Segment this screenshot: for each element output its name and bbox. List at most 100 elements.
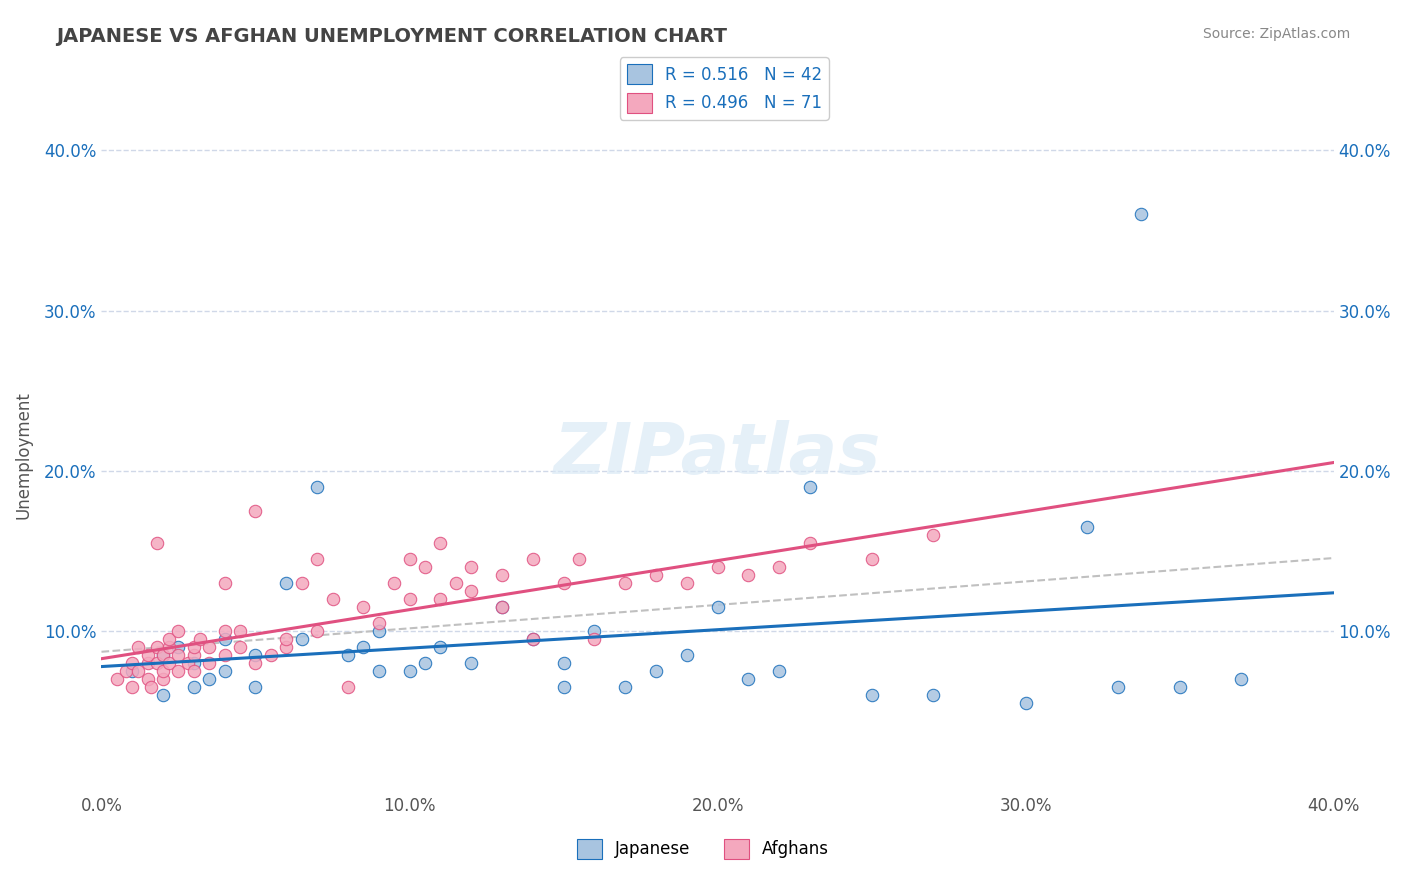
Point [922,689,945,703]
Point [177,657,200,671]
Point [645,665,668,679]
Legend: Japanese, Afghans: Japanese, Afghans [571,832,835,866]
Point [737,673,759,687]
Point [737,568,759,582]
Point [229,624,252,639]
Point [614,681,637,695]
Point [276,640,298,655]
Point [553,576,575,591]
Point [276,632,298,647]
Point [121,657,143,671]
Point [336,648,359,663]
Point [167,665,190,679]
Point [768,560,790,574]
Point [157,632,180,647]
Point [157,657,180,671]
Point [183,681,205,695]
Text: JAPANESE VS AFGHAN UNEMPLOYMENT CORRELATION CHART: JAPANESE VS AFGHAN UNEMPLOYMENT CORRELAT… [56,27,727,45]
Point [321,592,343,607]
Point [491,600,513,615]
Point [553,681,575,695]
Point [152,665,174,679]
Point [167,624,190,639]
Point [245,504,267,518]
Point [522,632,544,647]
Point [429,592,451,607]
Point [152,673,174,687]
Point [614,576,637,591]
Point [413,657,436,671]
Y-axis label: Unemployment: Unemployment [15,391,32,519]
Point [413,560,436,574]
Point [768,665,790,679]
Point [367,624,389,639]
Point [307,624,329,639]
Point [860,689,883,703]
Point [398,665,420,679]
Point [214,576,236,591]
Point [429,536,451,550]
Point [367,665,389,679]
Point [553,657,575,671]
Point [127,640,149,655]
Point [352,600,374,615]
Point [706,560,728,574]
Point [146,640,169,655]
Point [307,552,329,566]
Point [183,665,205,679]
Point [1107,681,1129,695]
Text: Source: ZipAtlas.com: Source: ZipAtlas.com [1202,27,1350,41]
Point [214,624,236,639]
Point [1130,207,1153,221]
Point [922,528,945,542]
Point [183,640,205,655]
Point [1230,673,1253,687]
Point [675,576,697,591]
Point [522,552,544,566]
Point [127,665,149,679]
Point [429,640,451,655]
Point [152,648,174,663]
Point [152,689,174,703]
Point [799,536,821,550]
Point [860,552,883,566]
Point [460,560,482,574]
Point [460,584,482,599]
Point [183,648,205,663]
Point [260,648,283,663]
Point [121,665,143,679]
Point [198,657,221,671]
Point [460,657,482,671]
Point [245,681,267,695]
Point [307,480,329,494]
Point [214,632,236,647]
Point [229,640,252,655]
Point [568,552,591,566]
Point [245,657,267,671]
Point [398,592,420,607]
Point [1076,520,1098,534]
Point [799,480,821,494]
Point [1014,697,1036,711]
Point [136,673,159,687]
Point [121,681,143,695]
Point [146,657,169,671]
Point [1168,681,1191,695]
Point [214,665,236,679]
Point [367,616,389,631]
Point [583,624,606,639]
Point [167,648,190,663]
Point [291,576,314,591]
Point [198,673,221,687]
Point [183,657,205,671]
Point [136,657,159,671]
Point [645,568,668,582]
Point [188,632,211,647]
Point [675,648,697,663]
Point [491,600,513,615]
Point [157,640,180,655]
Point [136,648,159,663]
Point [214,648,236,663]
Point [152,648,174,663]
Point [146,536,169,550]
